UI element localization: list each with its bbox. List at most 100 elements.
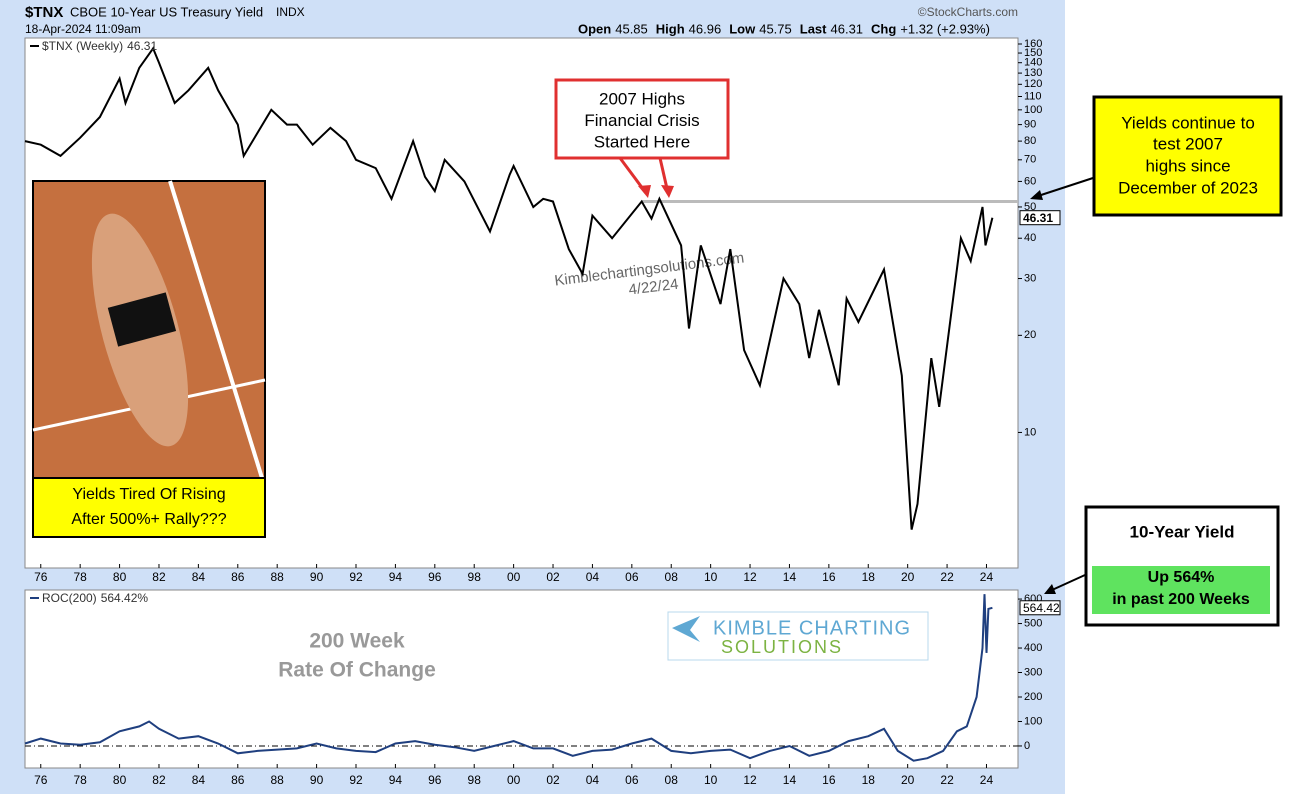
photo xyxy=(32,180,266,479)
x-tick-label: 96 xyxy=(428,773,442,787)
x-tick-label: 12 xyxy=(743,570,757,584)
x-tick-label: 08 xyxy=(665,570,679,584)
x-tick-label: 18 xyxy=(862,773,876,787)
x-tick-label: 02 xyxy=(546,773,560,787)
y-tick-label: 100 xyxy=(1024,104,1042,116)
x-tick-label: 16 xyxy=(822,570,836,584)
last-value-tag xyxy=(1019,210,1061,226)
annotation-box xyxy=(554,78,730,160)
exchange: INDX xyxy=(276,5,305,19)
source: ©StockCharts.com xyxy=(918,5,1018,19)
logo-box xyxy=(667,611,929,661)
y-tick-label: 80 xyxy=(1024,135,1036,147)
x-tick-label: 82 xyxy=(152,570,166,584)
logo-line: KIMBLE CHARTING xyxy=(713,617,911,639)
note-line: test 2007 xyxy=(1153,134,1223,153)
y-tick-label: 50 xyxy=(1024,201,1036,213)
last-value-label: 46.31 xyxy=(1023,211,1053,225)
quote: Open 45.85 High 46.96 Low 45.75 Last 46.31 Chg +1… xyxy=(578,21,990,36)
symbol: $TNX xyxy=(25,4,63,21)
x-tick-label: 00 xyxy=(507,773,521,787)
caption-box xyxy=(32,477,266,538)
y-tick-label: 500 xyxy=(1024,617,1042,629)
note-line: highs since xyxy=(1145,156,1230,175)
x-tick-label: 10 xyxy=(704,773,718,787)
arrow-head xyxy=(661,185,674,198)
annotation-line: 2007 Highs xyxy=(599,89,685,108)
x-tick-label: 14 xyxy=(783,773,797,787)
last-value-label: 564.42 xyxy=(1023,601,1060,615)
annotation-line: Financial Crisis xyxy=(584,111,699,130)
x-tick-label: 90 xyxy=(310,570,324,584)
date: 18-Apr-2024 11:09am xyxy=(25,22,141,36)
quote-value: 45.85 xyxy=(615,21,648,36)
legend-value: 564.42% xyxy=(101,591,149,605)
x-tick-label: 18 xyxy=(862,570,876,584)
quote-value: 45.75 xyxy=(759,21,792,36)
last-value-tag xyxy=(1019,600,1061,616)
note-line: Yields continue to xyxy=(1121,113,1255,132)
y-tick-label: 60 xyxy=(1024,175,1036,187)
x-tick-label: 94 xyxy=(389,773,403,787)
arrow xyxy=(1051,574,1086,591)
y-tick-label: 90 xyxy=(1024,119,1036,131)
x-tick-label: 88 xyxy=(271,570,285,584)
x-tick-label: 76 xyxy=(34,773,48,787)
caption-line: After 500%+ Rally??? xyxy=(71,511,226,528)
x-tick-label: 06 xyxy=(625,570,639,584)
y-tick-label: 0 xyxy=(1024,740,1030,752)
x-tick-label: 04 xyxy=(586,773,600,787)
quote-label: Open xyxy=(578,21,611,36)
x-tick-label: 92 xyxy=(349,773,363,787)
y-tick-label: 300 xyxy=(1024,666,1042,678)
note-box xyxy=(1092,95,1283,217)
quote-value: 46.31 xyxy=(831,21,864,36)
y-tick-label: 20 xyxy=(1024,329,1036,341)
arrow-head xyxy=(1030,190,1043,200)
x-tick-label: 78 xyxy=(73,570,87,584)
series-line xyxy=(24,46,994,530)
annotation-line: Started Here xyxy=(594,132,690,151)
x-tick-label: 88 xyxy=(271,773,285,787)
x-tick-label: 06 xyxy=(625,773,639,787)
x-tick-label: 92 xyxy=(349,570,363,584)
quote-label: Last xyxy=(800,21,827,36)
logo-line: SOLUTIONS xyxy=(721,637,843,657)
quote-label: Low xyxy=(729,21,756,36)
x-tick-label: 78 xyxy=(73,773,87,787)
x-tick-label: 84 xyxy=(192,773,206,787)
roc-note-line: Up 564% xyxy=(1148,569,1215,586)
arrow-head xyxy=(1044,584,1056,594)
x-tick-label: 94 xyxy=(389,570,403,584)
series-line xyxy=(24,594,993,762)
y-tick-label: 110 xyxy=(1024,90,1042,102)
x-tick-label: 20 xyxy=(901,570,915,584)
legend-value: 46.31 xyxy=(127,39,157,53)
x-tick-label: 98 xyxy=(468,773,482,787)
note-line: December of 2023 xyxy=(1118,178,1258,197)
x-tick-label: 10 xyxy=(704,570,718,584)
x-tick-label: 08 xyxy=(665,773,679,787)
x-tick-label: 16 xyxy=(822,773,836,787)
x-tick-label: 84 xyxy=(192,570,206,584)
x-tick-label: 90 xyxy=(310,773,324,787)
y-tick-label: 100 xyxy=(1024,715,1042,727)
legend-name: $TNX (Weekly) xyxy=(42,39,123,53)
caption-line: Yields Tired Of Rising xyxy=(72,486,225,503)
x-tick-label: 82 xyxy=(152,773,166,787)
x-tick-label: 12 xyxy=(743,773,757,787)
y-tick-label: 10 xyxy=(1024,426,1036,438)
x-tick-label: 04 xyxy=(586,570,600,584)
y-tick-label: 130 xyxy=(1024,67,1042,79)
panel-title: Rate Of Change xyxy=(278,659,436,682)
x-tick-label: 20 xyxy=(901,773,915,787)
y-tick-label: 140 xyxy=(1024,57,1042,69)
watermark: 4/22/24 xyxy=(628,276,680,299)
x-tick-label: 00 xyxy=(507,570,521,584)
x-tick-label: 86 xyxy=(231,773,245,787)
legend-name: ROC(200) xyxy=(42,591,97,605)
logo-mark xyxy=(672,616,700,642)
x-tick-label: 14 xyxy=(783,570,797,584)
